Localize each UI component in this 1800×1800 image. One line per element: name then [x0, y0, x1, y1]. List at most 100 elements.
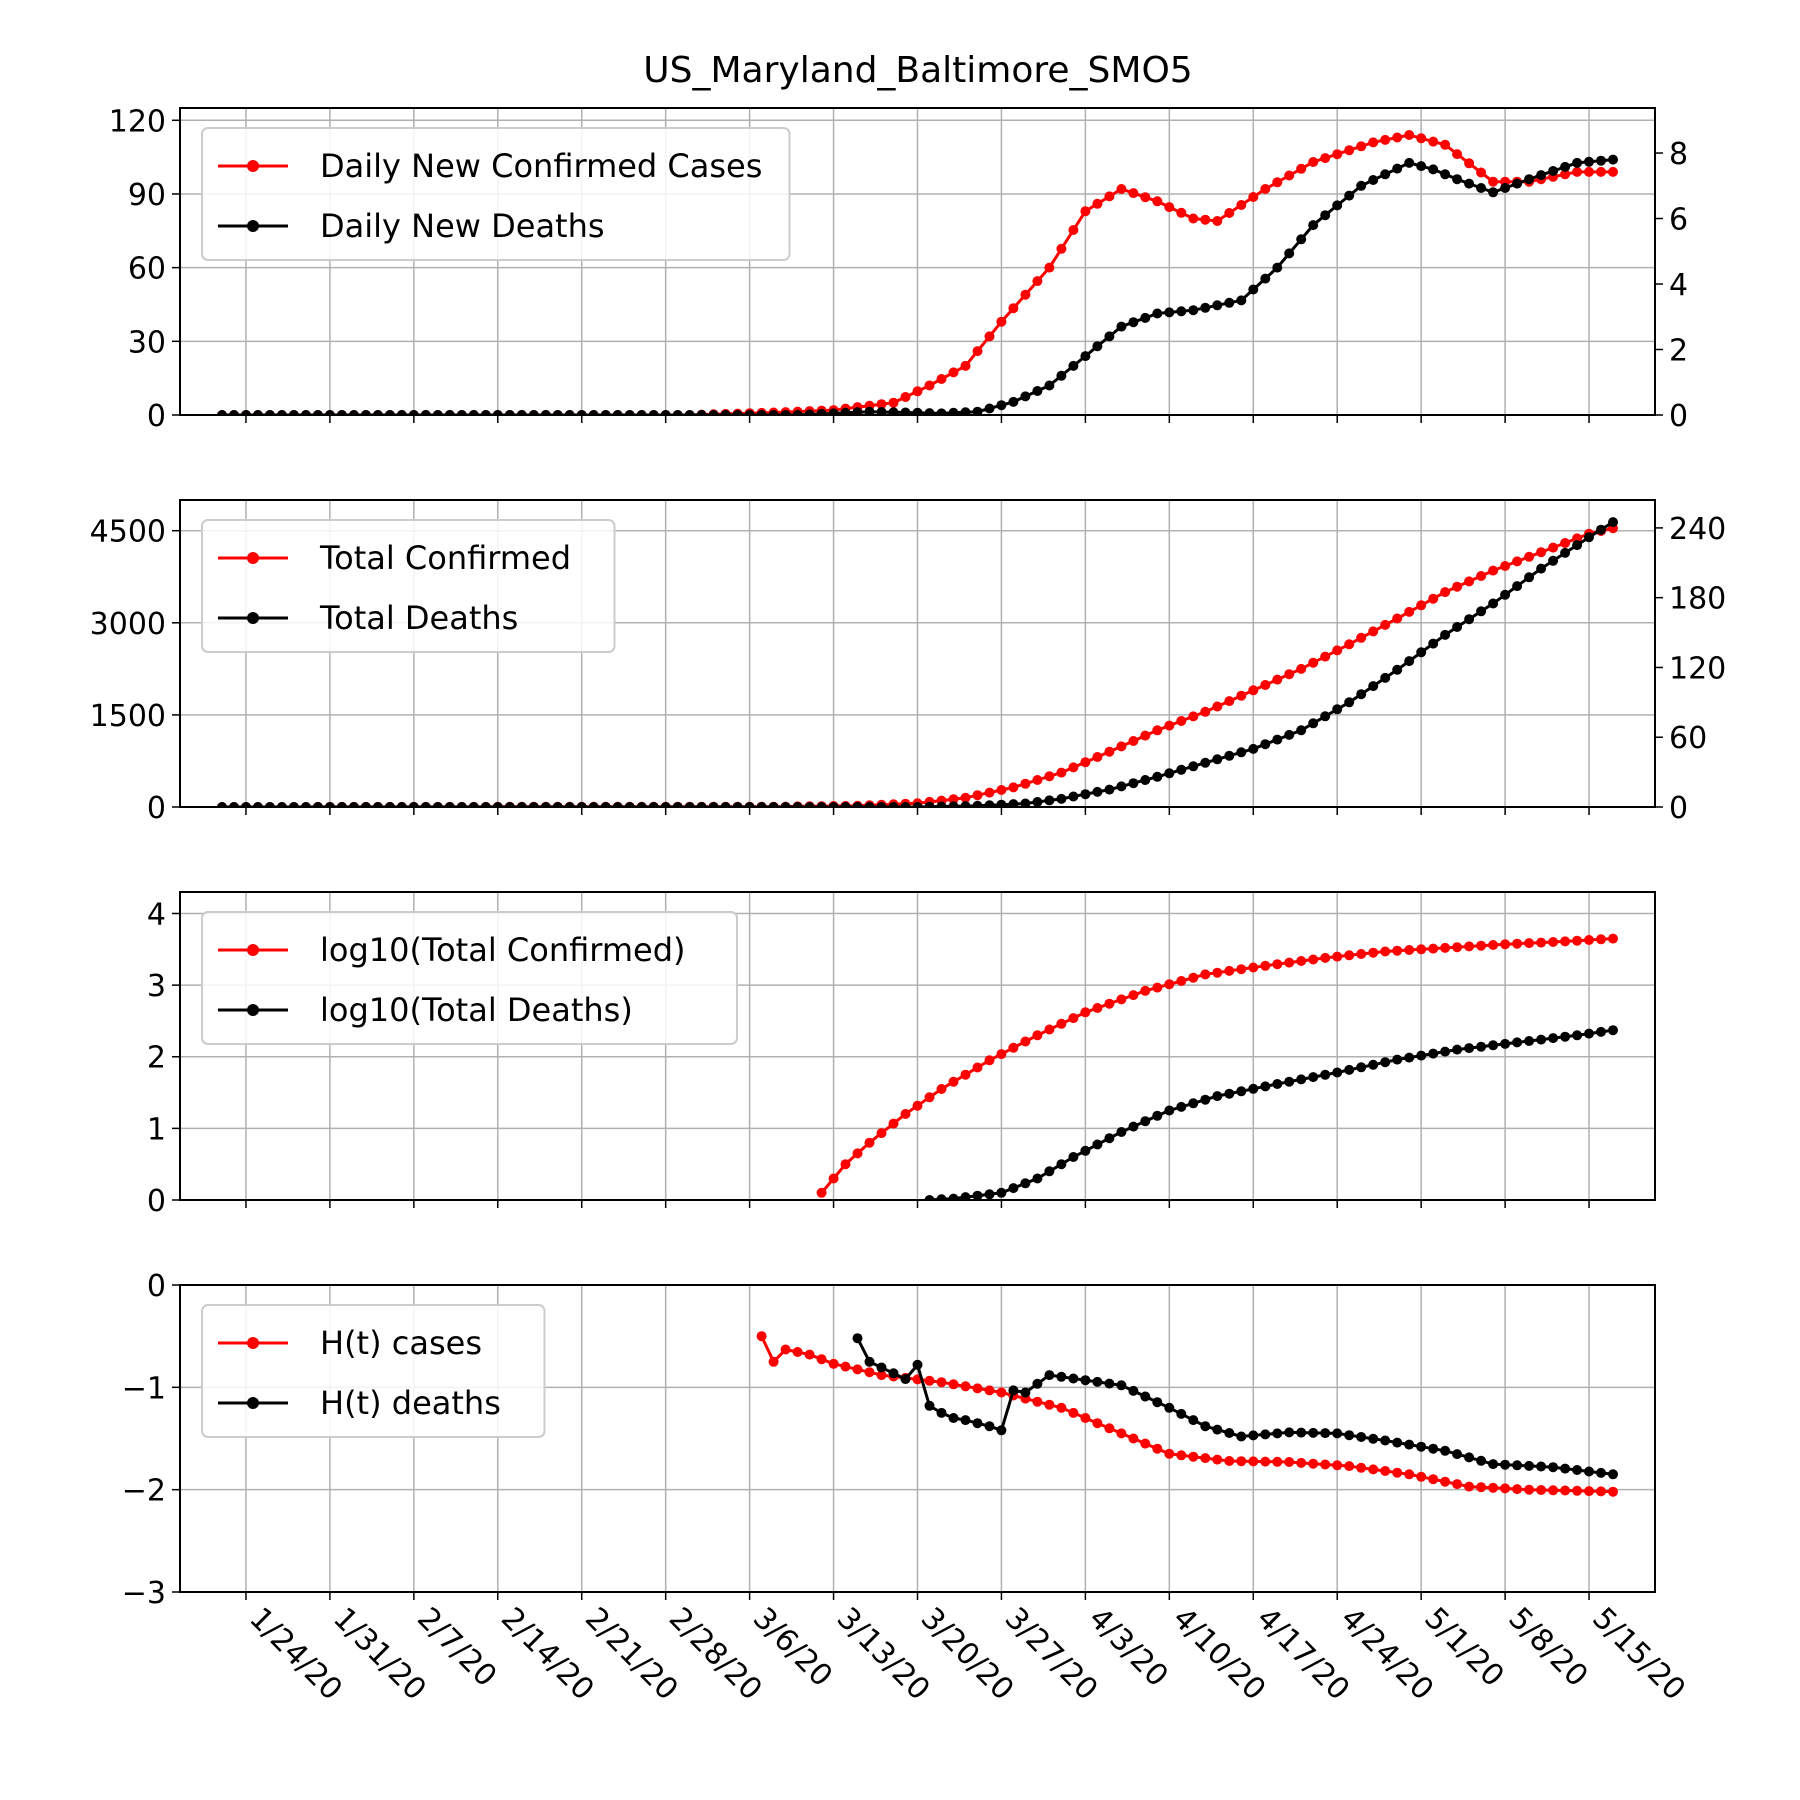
data-point: [1464, 576, 1475, 587]
data-point: [540, 802, 551, 807]
data-point: [1404, 656, 1415, 667]
data-point: [408, 802, 419, 807]
data-point: [1032, 797, 1043, 807]
data-point: [468, 410, 479, 415]
data-point: [1200, 706, 1211, 717]
panel-daily-new: 0 30 60 90 120 0 2 4 6 8 Daily New Confirmed Cases…: [109, 104, 1688, 434]
data-point: [1032, 1378, 1043, 1389]
x-tick-label: 5/15/20: [1585, 1601, 1692, 1708]
data-point: [288, 802, 299, 807]
data-point: [828, 1173, 839, 1184]
data-point: [924, 1375, 935, 1386]
data-point: [1380, 946, 1391, 957]
series-line: [929, 1028, 1614, 1200]
data-point: [1428, 164, 1439, 175]
data-point: [828, 802, 839, 807]
data-point: [1296, 1074, 1307, 1085]
data-point: [1044, 1024, 1055, 1035]
data-point: [1344, 697, 1355, 708]
data-point: [1212, 1424, 1223, 1435]
data-point: [1176, 976, 1187, 986]
data-point: [1212, 216, 1223, 226]
data-point: [1428, 638, 1439, 649]
data-point: [1584, 1466, 1594, 1477]
data-point: [1380, 169, 1391, 180]
legend-marker: [247, 1397, 259, 1409]
data-point: [1560, 1463, 1571, 1474]
data-point: [1104, 746, 1115, 757]
data-point: [1500, 589, 1511, 600]
data-point: [1188, 305, 1199, 316]
data-point: [1200, 214, 1211, 225]
data-point: [1272, 1079, 1283, 1089]
data-point: [600, 410, 611, 415]
data-point: [241, 802, 251, 807]
chart-title: US_Maryland_Baltimore_SMO5: [643, 50, 1192, 91]
data-point: [1452, 149, 1463, 160]
data-point: [1584, 1486, 1594, 1497]
data-point: [1044, 262, 1055, 273]
data-point: [1284, 1427, 1295, 1438]
data-point: [1032, 386, 1043, 396]
data-point: [1020, 798, 1031, 807]
panel-totals: 0 1500 3000 4500 0 60 120 180 240 Total Confirmed…: [90, 499, 1726, 826]
axes-frame: [179, 1284, 1656, 1593]
y-tick-label: 90: [128, 178, 166, 213]
x-tick-label: 4/17/20: [1250, 1601, 1357, 1708]
legend-marker: [247, 612, 259, 624]
data-point: [828, 408, 839, 415]
data-point: [480, 802, 491, 807]
data-point: [1248, 685, 1259, 696]
data-point: [1536, 547, 1547, 558]
data-point: [1152, 1397, 1163, 1408]
data-point: [924, 801, 935, 807]
data-point: [936, 374, 947, 384]
data-point: [744, 410, 755, 415]
data-point: [888, 397, 899, 408]
y-tick-label: 4500: [90, 515, 166, 550]
data-point: [1008, 303, 1019, 314]
data-point: [1536, 1461, 1547, 1472]
data-point: [1452, 1479, 1463, 1490]
data-point: [1152, 308, 1163, 319]
data-point: [852, 1333, 863, 1344]
x-tick-label: 1/31/20: [326, 1601, 433, 1708]
data-point: [960, 801, 971, 807]
data-point: [1104, 784, 1115, 795]
data-point: [1584, 166, 1594, 177]
data-point: [1596, 1486, 1606, 1497]
data-point: [1212, 754, 1223, 765]
data-point: [948, 801, 959, 807]
data-point: [1080, 1007, 1091, 1018]
data-point: [1368, 1059, 1379, 1070]
data-point: [1488, 1482, 1499, 1493]
data-point: [948, 1076, 959, 1087]
data-point: [1152, 725, 1163, 736]
data-point: [1080, 206, 1091, 217]
data-point: [840, 802, 851, 807]
legend: H(t) cases H(t) deaths: [201, 1304, 546, 1438]
data-point: [660, 410, 671, 415]
data-point: [1464, 1043, 1475, 1054]
data-point: [1584, 532, 1594, 543]
data-point: [1260, 739, 1271, 750]
data-point: [1176, 1450, 1187, 1461]
data-point: [1296, 956, 1307, 966]
data-point: [1332, 645, 1343, 656]
data-point: [972, 1062, 983, 1073]
data-point: [1296, 1427, 1307, 1438]
data-point: [960, 1192, 971, 1200]
data-point: [636, 802, 647, 807]
data-point: [996, 785, 1007, 795]
data-point: [1260, 184, 1271, 194]
data-point: [1332, 200, 1343, 211]
data-point: [1284, 1457, 1295, 1467]
y-tick-label: 1500: [90, 699, 166, 734]
data-point: [1092, 1376, 1103, 1387]
axes-frame: [179, 107, 1656, 416]
data-point: [1008, 396, 1019, 407]
y-right-tick-label: 6: [1669, 203, 1688, 238]
data-point: [732, 802, 743, 807]
data-point: [1512, 1037, 1523, 1048]
data-point: [1308, 1427, 1319, 1438]
